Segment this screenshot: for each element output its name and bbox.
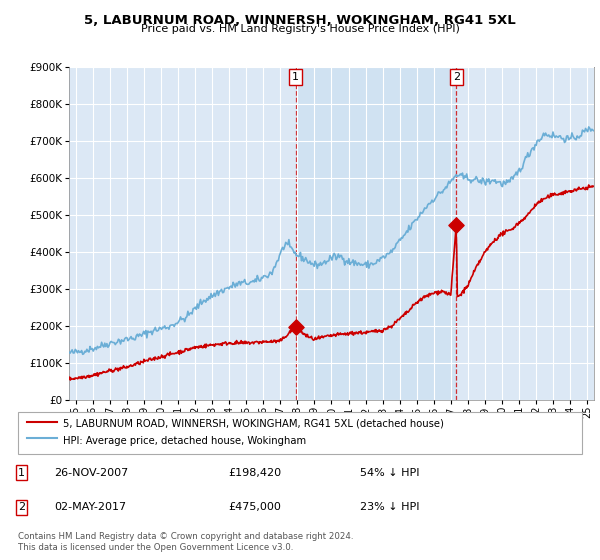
Text: £475,000: £475,000 [228, 502, 281, 512]
Text: 2: 2 [18, 502, 25, 512]
Point [291, 323, 301, 332]
Text: 1: 1 [292, 72, 299, 82]
Text: Contains HM Land Registry data © Crown copyright and database right 2024.
This d: Contains HM Land Registry data © Crown c… [18, 532, 353, 552]
Text: 5, LABURNUM ROAD, WINNERSH, WOKINGHAM, RG41 5XL (detached house): 5, LABURNUM ROAD, WINNERSH, WOKINGHAM, R… [63, 419, 444, 429]
Text: 54% ↓ HPI: 54% ↓ HPI [360, 468, 419, 478]
Text: 02-MAY-2017: 02-MAY-2017 [54, 502, 126, 512]
Bar [296, 67, 457, 400]
Text: 1: 1 [18, 468, 25, 478]
Text: 2: 2 [453, 72, 460, 82]
Text: 23% ↓ HPI: 23% ↓ HPI [360, 502, 419, 512]
Text: HPI: Average price, detached house, Wokingham: HPI: Average price, detached house, Woki… [63, 436, 306, 446]
Text: £198,420: £198,420 [228, 468, 281, 478]
Text: 5, LABURNUM ROAD, WINNERSH, WOKINGHAM, RG41 5XL: 5, LABURNUM ROAD, WINNERSH, WOKINGHAM, R… [84, 14, 516, 27]
Point [452, 220, 461, 229]
Text: Price paid vs. HM Land Registry's House Price Index (HPI): Price paid vs. HM Land Registry's House … [140, 24, 460, 34]
Text: 26-NOV-2007: 26-NOV-2007 [54, 468, 128, 478]
